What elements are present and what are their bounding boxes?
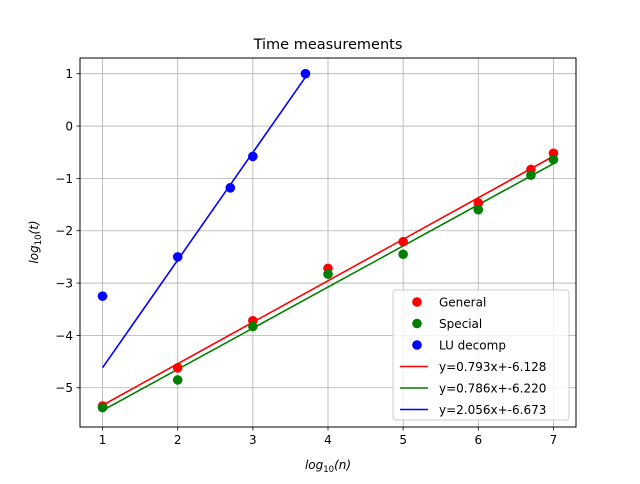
- ticks-layer: 1 2 3 4 5 6 7 1 0 −1 −2 −3 −4 −5: [55, 67, 557, 447]
- data-point: [97, 291, 108, 301]
- legend-label: y=0.786x+-6.220: [439, 382, 546, 396]
- legend-box: [392, 289, 570, 421]
- x-tick-label: 4: [324, 433, 332, 447]
- legend-label: LU decomp: [439, 339, 506, 353]
- y-tick-label: −4: [55, 329, 73, 343]
- legend-label: y=0.793x+-6.128: [439, 360, 546, 374]
- legend-label: General: [439, 296, 486, 310]
- legend-label: y=2.056x+-6.673: [439, 403, 546, 417]
- y-tick-label: −5: [55, 381, 73, 395]
- data-points-layer: [97, 68, 559, 413]
- data-point: [172, 252, 183, 262]
- y-tick-label: −1: [55, 172, 73, 186]
- data-point: [172, 363, 183, 373]
- y-tick-label: 0: [65, 120, 73, 134]
- legend-items: General Special LU decomp y=0.793x+-6.128 y=…: [400, 296, 546, 417]
- data-point: [97, 402, 108, 413]
- fit-line: [101, 76, 307, 369]
- y-tick-label: −2: [55, 224, 73, 238]
- data-point: [473, 198, 484, 208]
- x-tick-label: 2: [174, 433, 182, 447]
- grid-layer: [80, 58, 576, 427]
- x-tick-label: 5: [399, 433, 407, 447]
- y-axis-label: log10(t): [27, 220, 44, 263]
- x-tick-label: 6: [474, 433, 482, 447]
- x-tick-label: 1: [99, 433, 107, 447]
- data-point: [225, 183, 236, 193]
- legend-marker: [412, 318, 422, 329]
- x-tick-label: 7: [550, 433, 558, 447]
- data-point: [172, 375, 183, 385]
- legend-label: Special: [439, 317, 482, 331]
- data-point: [248, 321, 258, 332]
- data-point: [473, 204, 484, 215]
- data-point: [300, 68, 311, 79]
- legend-marker: [412, 297, 422, 307]
- data-point: [398, 236, 408, 247]
- y-tick-label: −3: [55, 277, 73, 291]
- legend-marker: [412, 340, 422, 350]
- chart-title: Time measurements: [253, 37, 403, 53]
- data-point: [323, 269, 333, 279]
- data-point: [548, 154, 559, 165]
- y-tick-label: 1: [65, 67, 73, 81]
- data-point: [248, 151, 258, 162]
- legend: General Special LU decomp y=0.793x+-6.128 y=…: [392, 289, 570, 421]
- data-point: [398, 249, 408, 260]
- x-tick-label: 3: [249, 433, 257, 447]
- data-point: [526, 170, 536, 181]
- x-axis-label: log10(n): [305, 458, 351, 475]
